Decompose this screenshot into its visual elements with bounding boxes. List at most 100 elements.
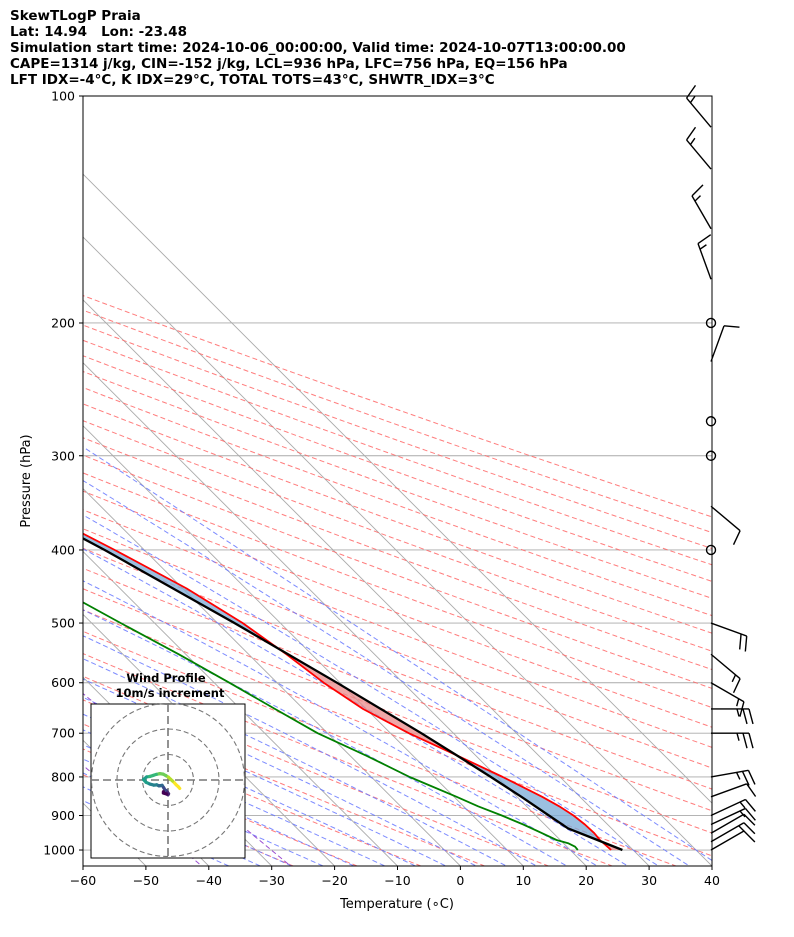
- isotherm-line: [83, 362, 587, 866]
- barb-staff: [710, 325, 725, 362]
- barb-staff: [710, 783, 747, 798]
- y-tick-label: 200: [51, 315, 75, 330]
- moist-adiabat-line: [83, 678, 478, 866]
- barb-flag: [744, 635, 748, 652]
- barb-staff: [710, 505, 741, 532]
- moist-adiabat-line: [83, 696, 448, 866]
- barb-flag: [686, 126, 697, 141]
- barb-staff: [710, 769, 749, 778]
- x-tick-label: 10: [515, 873, 531, 888]
- barb-staff: [686, 97, 712, 128]
- dewpoint-line: [83, 601, 579, 851]
- title-line-5: LFT IDX=-4°C, K IDX=29°C, TOTAL TOTS=43°…: [10, 72, 495, 88]
- y-tick-label: 700: [51, 726, 75, 741]
- x-tick-label: 0: [456, 873, 464, 888]
- barb-staff: [710, 798, 746, 817]
- barb-half-flag: [699, 244, 707, 250]
- profile-layer: [83, 532, 623, 852]
- y-tick-label: 900: [51, 808, 75, 823]
- dry-adiabat-line: [83, 339, 712, 566]
- cin-area: [457, 755, 602, 842]
- barb-staff: [710, 830, 745, 851]
- y-tick-label: 1000: [43, 843, 75, 858]
- dry-adiabat-line: [83, 653, 614, 866]
- wind-barb: [705, 416, 717, 427]
- temperature-line: [83, 532, 612, 851]
- wind-barb: [710, 682, 745, 717]
- hodograph-inset: Wind Profile 10m/s increment: [90, 671, 246, 859]
- x-tick-label: 30: [641, 873, 657, 888]
- wind-barb: [686, 84, 712, 128]
- barb-flag: [746, 783, 757, 797]
- barb-half-flag: [738, 825, 745, 832]
- calm-circle: [705, 416, 717, 427]
- y-axis-label: Pressure (hPa): [19, 434, 34, 527]
- moist-adiabat-line: [83, 635, 538, 866]
- barb-half-flag: [739, 801, 746, 809]
- wind-barb: [710, 813, 756, 834]
- dry-adiabat-line: [83, 509, 712, 748]
- moist-adiabat-line: [83, 609, 568, 866]
- moist-adiabat-line: [83, 580, 599, 866]
- barb-flag: [739, 701, 745, 717]
- barb-staff: [710, 622, 747, 637]
- isotherm-line: [83, 236, 712, 866]
- dry-adiabat-line: [83, 528, 712, 769]
- barb-staff: [710, 653, 741, 680]
- barb-flag: [739, 633, 742, 650]
- moist-adiabat-line: [83, 514, 660, 866]
- wind-barb: [705, 450, 717, 461]
- hodograph-title: Wind Profile: [126, 671, 206, 685]
- barb-flag: [723, 325, 740, 328]
- wind-barb: [697, 234, 712, 280]
- wind-barb: [710, 653, 741, 694]
- moist-adiabat-line: [83, 548, 629, 866]
- x-axis-label: Temperature (∘C): [339, 897, 454, 912]
- parcel-path-line: [83, 537, 623, 852]
- wind-barb: [710, 798, 756, 817]
- barb-flag: [732, 530, 741, 546]
- y-tick-label: 100: [51, 89, 75, 104]
- barb-half-flag: [736, 733, 740, 741]
- barb-half-flag: [735, 772, 741, 780]
- x-tick-label: 40: [704, 873, 720, 888]
- y-tick-label: 300: [51, 448, 75, 463]
- x-tick-label: 20: [578, 873, 594, 888]
- barb-flag: [747, 770, 756, 785]
- barb-flag: [742, 708, 748, 725]
- barb-flag: [697, 234, 712, 245]
- isotherm-line: [83, 299, 650, 866]
- wind-barb: [710, 783, 757, 798]
- wind-barb: [711, 708, 754, 725]
- barb-flag: [744, 807, 756, 821]
- isotherm-line: [83, 550, 399, 866]
- y-tick-label: 500: [51, 616, 75, 631]
- dry-adiabat-line: [83, 630, 678, 866]
- wind-barb: [691, 184, 712, 230]
- barb-flag: [686, 84, 697, 99]
- wind-barb: [710, 505, 741, 546]
- x-tick-label: −10: [384, 873, 410, 888]
- x-tick-label: −30: [259, 873, 285, 888]
- wind-barb-column: [686, 84, 757, 851]
- barb-staff: [710, 682, 745, 703]
- title-line-1: SkewTLogP Praia: [10, 8, 141, 24]
- dry-adiabat-line: [83, 355, 712, 582]
- calm-circle: [705, 544, 717, 556]
- wind-barb: [710, 807, 756, 826]
- dry-adiabat-line: [83, 609, 712, 857]
- x-tick-label: −60: [70, 873, 96, 888]
- tick-layer: −60 −50 −40 −30 −20 −10 0 10 20 30 40 100 200 300 400 5…: [43, 89, 720, 889]
- barb-half-flag: [689, 95, 696, 104]
- barb-half-flag: [739, 810, 746, 818]
- x-tick-label: −50: [133, 873, 159, 888]
- barb-flag: [748, 733, 754, 749]
- barb-staff: [697, 243, 712, 280]
- barb-flag: [732, 678, 741, 694]
- barb-half-flag: [694, 195, 701, 202]
- dry-adiabat-line: [83, 324, 712, 550]
- barb-staff: [691, 195, 712, 230]
- dry-adiabat-line: [83, 675, 550, 866]
- barb-staff: [710, 822, 745, 843]
